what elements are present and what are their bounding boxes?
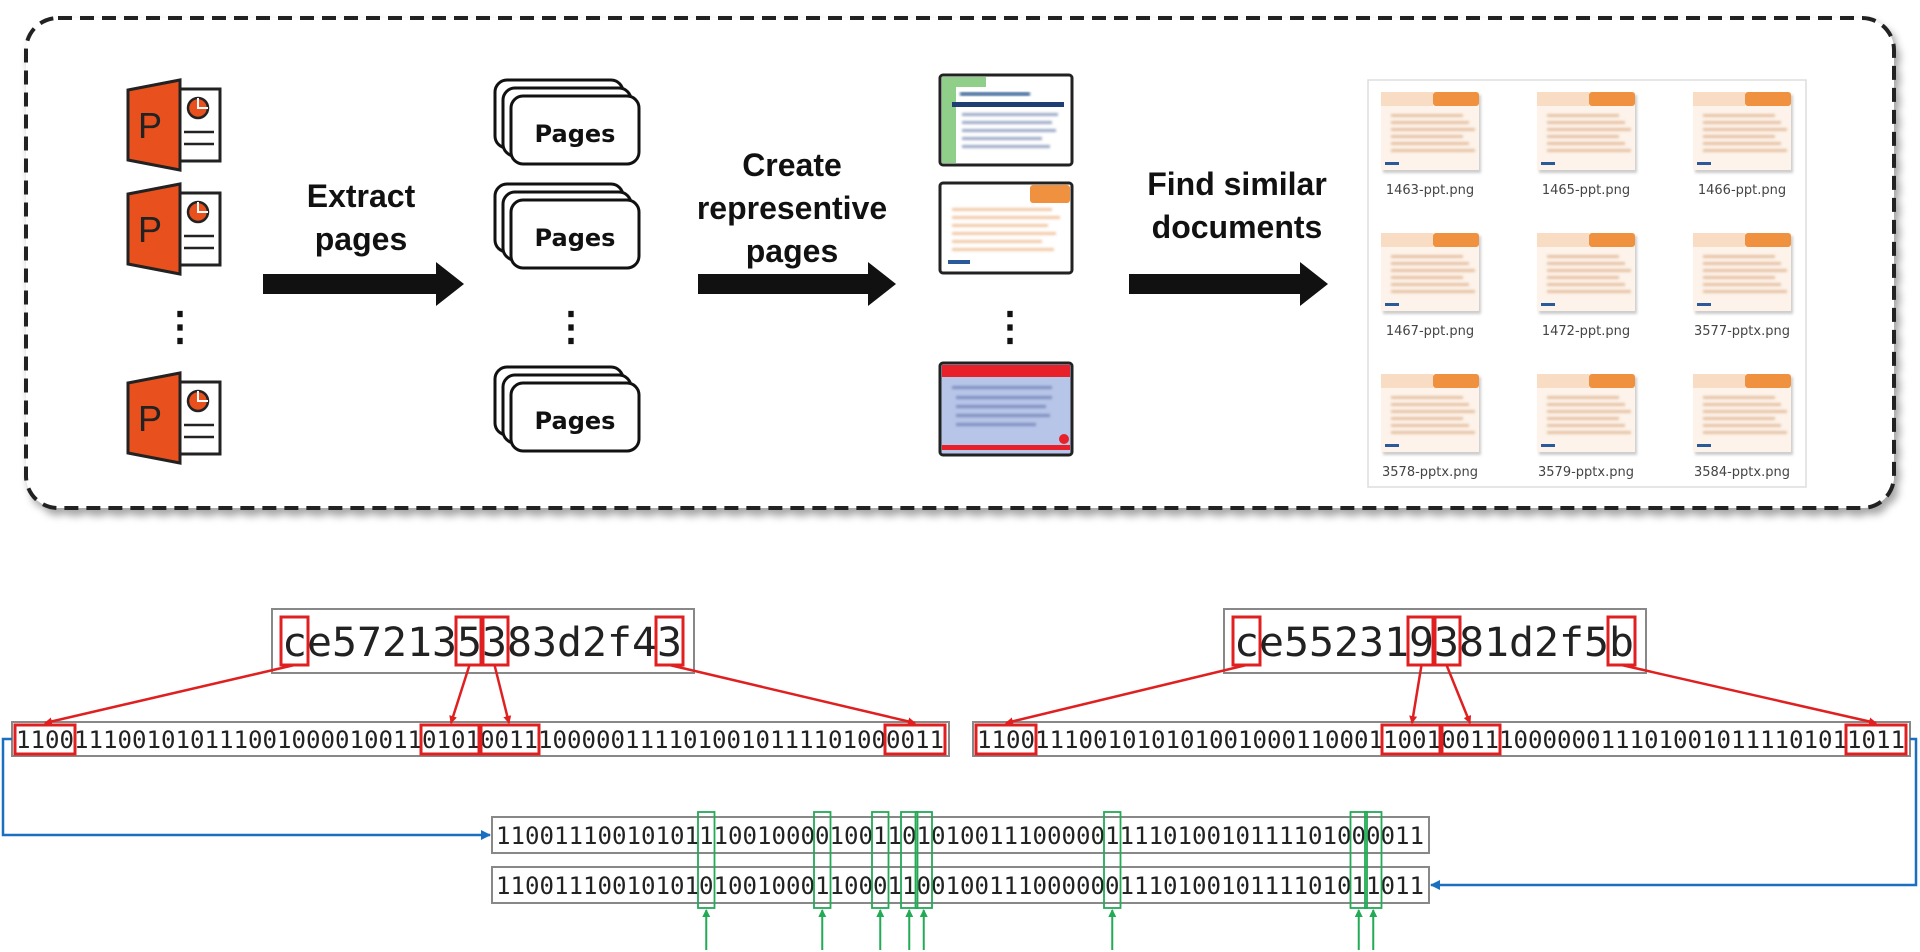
- comparison-row2: 1100111001010101001000110001100100111000…: [496, 872, 1424, 900]
- mapping-arrow: [493, 664, 512, 724]
- mapping-arrow: [1409, 664, 1423, 724]
- similar-documents-grid: 1463-ppt.png 1465-ppt.png 1466-ppt.png 1467…: [1381, 92, 1793, 480]
- mapping-arrow: [449, 664, 471, 724]
- step-represent-line3: pages: [746, 233, 838, 269]
- step-represent-line1: Create: [742, 147, 842, 183]
- result-file[interactable]: 3578-pptx.png: [1381, 374, 1481, 480]
- result-file[interactable]: 1472-ppt.png: [1537, 233, 1637, 339]
- differing-bit-highlight: [813, 811, 832, 909]
- highlight-overlays: [13, 615, 1908, 950]
- powerpoint-file-list: P P P: [126, 78, 222, 465]
- result-file-name: 3577-pptx.png: [1694, 324, 1790, 339]
- step-represent-line2: representive: [697, 190, 887, 226]
- result-file[interactable]: 1465-ppt.png: [1537, 92, 1637, 198]
- differing-bit-highlight: [1349, 811, 1368, 909]
- pages-label: Pages: [535, 407, 616, 435]
- right-arrow-icon: [698, 262, 896, 306]
- result-file-name: 3584-pptx.png: [1694, 465, 1790, 480]
- svg-text:P: P: [138, 105, 162, 146]
- result-file-name: 1465-ppt.png: [1542, 183, 1630, 198]
- differing-bit-highlight: [914, 811, 933, 909]
- pages-label: Pages: [535, 224, 616, 252]
- pages-label: Pages: [535, 120, 616, 148]
- step-similar-line2: documents: [1152, 209, 1323, 245]
- svg-text:P: P: [138, 398, 162, 439]
- mapping-arrow: [669, 663, 916, 726]
- page-stack-icon: Pages: [493, 78, 641, 166]
- result-file-name: 1472-ppt.png: [1542, 324, 1630, 339]
- result-file[interactable]: 1463-ppt.png: [1381, 92, 1481, 198]
- right-arrow-icon: [1129, 262, 1328, 306]
- step-extract-line2: pages: [315, 221, 407, 257]
- result-file-name: 1467-ppt.png: [1386, 324, 1474, 339]
- right-arrow-icon: [263, 262, 464, 306]
- pages-ellipsis: ⋮: [551, 305, 591, 349]
- differing-bit-highlight: [1364, 811, 1383, 909]
- page-stack-list: Pages Pages Pages: [493, 78, 641, 453]
- nibble-highlight: [419, 723, 483, 756]
- comparison-row1-box: [491, 816, 1430, 854]
- powerpoint-file-icon: P: [126, 371, 222, 465]
- ppt-ellipsis: ⋮: [160, 305, 200, 349]
- result-file[interactable]: 1466-ppt.png: [1693, 92, 1793, 198]
- comparison-row2-box: [491, 866, 1430, 904]
- powerpoint-file-icon: P: [126, 78, 222, 172]
- differing-bit-highlight: [1103, 811, 1122, 909]
- result-file-name: 1463-ppt.png: [1386, 183, 1474, 198]
- page-stack-icon: Pages: [493, 365, 641, 453]
- page-stack-icon: Pages: [493, 182, 641, 270]
- representative-slide-green: [938, 73, 1074, 167]
- nibble-highlight: [1380, 723, 1444, 756]
- connector-left: [1, 737, 491, 840]
- result-file[interactable]: 3577-pptx.png: [1693, 233, 1793, 339]
- mapping-arrow: [1005, 663, 1247, 726]
- svg-text:P: P: [138, 209, 162, 250]
- differing-bit-highlight: [697, 811, 716, 909]
- result-file[interactable]: 3584-pptx.png: [1693, 374, 1793, 480]
- powerpoint-file-icon: P: [126, 182, 222, 276]
- nibble-highlight: [1438, 723, 1502, 756]
- step-similar-line1: Find similar: [1147, 166, 1327, 202]
- slides-ellipsis: ⋮: [990, 305, 1030, 349]
- differing-bit-highlight: [900, 811, 919, 909]
- result-file-name: 3578-pptx.png: [1382, 465, 1478, 480]
- result-file[interactable]: 3579-pptx.png: [1537, 374, 1637, 480]
- result-file-name: 3579-pptx.png: [1538, 465, 1634, 480]
- connector-right: [1430, 737, 1918, 890]
- nibble-highlight: [477, 723, 541, 756]
- comparison-row1: 1100111001010111001000010011010100111000…: [496, 822, 1424, 850]
- mapping-arrow: [44, 663, 295, 726]
- representative-slide-red: [938, 361, 1074, 457]
- result-file-name: 1466-ppt.png: [1698, 183, 1786, 198]
- mapping-arrow: [1445, 664, 1472, 724]
- result-file[interactable]: 1467-ppt.png: [1381, 233, 1481, 339]
- representative-slide-orange: [938, 181, 1074, 275]
- differing-bit-highlight: [871, 811, 890, 909]
- step-extract-line1: Extract: [307, 178, 416, 214]
- mapping-arrow: [1621, 663, 1877, 726]
